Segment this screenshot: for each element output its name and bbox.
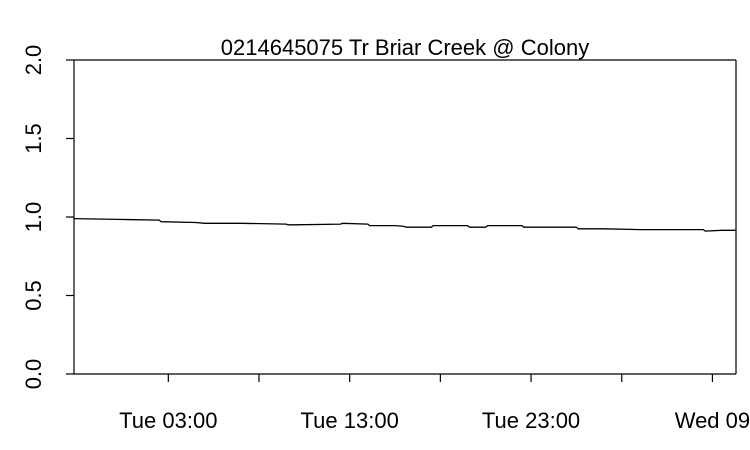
series-group [73, 217, 736, 232]
x-axis-ticks: Tue 03:00 Tue 13:00 Tue 23:00 Wed 09 [119, 374, 750, 433]
x-tick-label: Wed 09 [675, 408, 750, 433]
x-tick-label: Tue 03:00 [119, 408, 217, 433]
y-tick-label: 1.5 [21, 123, 46, 154]
x-tick-label: Tue 13:00 [301, 408, 399, 433]
x-tick-label: Tue 23:00 [482, 408, 580, 433]
y-tick-label: 0.5 [21, 280, 46, 311]
y-tick-label: 1.0 [21, 202, 46, 233]
y-tick-label: 2.0 [21, 45, 46, 76]
series-line-stage [73, 217, 736, 232]
chart-title: 0214645075 Tr Briar Creek @ Colony [221, 35, 589, 60]
y-tick-label: 0.0 [21, 359, 46, 390]
y-axis-ticks: 0.0 0.5 1.0 1.5 2.0 [21, 45, 74, 390]
